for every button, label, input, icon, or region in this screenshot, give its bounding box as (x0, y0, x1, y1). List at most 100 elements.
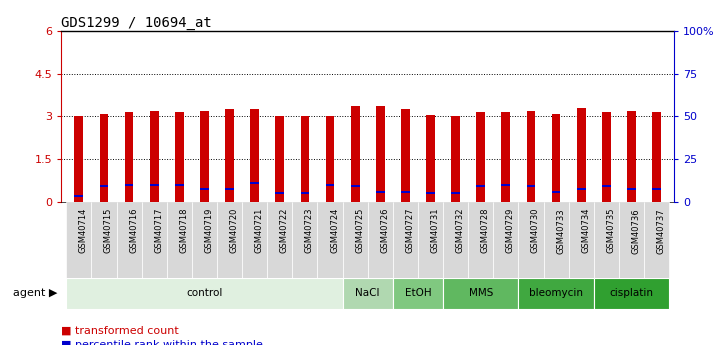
Bar (167, 202, 192, 278)
Text: GSM40729: GSM40729 (506, 208, 515, 253)
Text: GSM40720: GSM40720 (229, 208, 239, 253)
Text: GSM40717: GSM40717 (154, 208, 163, 253)
Bar (569, 202, 594, 278)
Text: GSM40725: GSM40725 (355, 208, 364, 253)
Bar (242, 202, 267, 278)
Text: GSM40718: GSM40718 (180, 208, 188, 253)
Bar (200, 188, 209, 190)
Bar (326, 117, 335, 202)
Bar (426, 192, 435, 194)
Text: GSM40733: GSM40733 (556, 208, 565, 254)
Text: GSM40731: GSM40731 (430, 208, 440, 253)
Text: MMS: MMS (469, 288, 493, 298)
Text: ■ percentile rank within the sample: ■ percentile rank within the sample (61, 340, 263, 345)
Text: EtOH: EtOH (404, 288, 431, 298)
Bar (350, 185, 360, 187)
Text: ■ transformed count: ■ transformed count (61, 326, 179, 336)
Bar (275, 192, 284, 194)
Bar (275, 117, 284, 202)
Bar (552, 114, 560, 202)
Bar (192, 202, 217, 278)
Bar (451, 192, 460, 194)
Bar (393, 278, 443, 309)
Bar (175, 112, 184, 202)
Bar (594, 202, 619, 278)
Bar (518, 278, 594, 309)
Bar (74, 117, 83, 202)
Text: GSM40719: GSM40719 (205, 208, 213, 253)
Text: GSM40728: GSM40728 (481, 208, 490, 253)
Bar (376, 107, 385, 202)
Bar (225, 188, 234, 190)
Bar (217, 202, 242, 278)
Text: GSM40734: GSM40734 (581, 208, 590, 253)
Bar (418, 202, 443, 278)
Bar (602, 112, 611, 202)
Bar (401, 109, 410, 202)
Bar (66, 278, 342, 309)
Bar (594, 278, 669, 309)
Text: GSM40714: GSM40714 (79, 208, 88, 253)
Bar (350, 107, 360, 202)
Bar (627, 111, 636, 202)
Bar (401, 191, 410, 193)
Bar (502, 184, 510, 186)
Text: GSM40735: GSM40735 (606, 208, 615, 253)
Bar (526, 111, 536, 202)
Text: GSM40730: GSM40730 (531, 208, 540, 253)
Bar (644, 202, 669, 278)
Bar (393, 202, 418, 278)
Bar (99, 185, 108, 187)
Bar (518, 202, 544, 278)
Text: bleomycin: bleomycin (529, 288, 583, 298)
Bar (326, 184, 335, 186)
Bar (451, 117, 460, 202)
Bar (317, 202, 342, 278)
Bar (175, 184, 184, 186)
Bar (602, 185, 611, 187)
Bar (292, 202, 317, 278)
Bar (368, 202, 393, 278)
Bar (619, 202, 644, 278)
Text: GSM40721: GSM40721 (255, 208, 264, 253)
Bar (526, 185, 536, 187)
Text: GSM40722: GSM40722 (280, 208, 289, 253)
Bar (477, 112, 485, 202)
Bar (301, 192, 309, 194)
Text: GDS1299 / 10694_at: GDS1299 / 10694_at (61, 16, 212, 30)
Text: GSM40727: GSM40727 (405, 208, 415, 253)
Bar (66, 202, 92, 278)
Bar (443, 278, 518, 309)
Bar (125, 112, 133, 202)
Bar (477, 185, 485, 187)
Text: GSM40724: GSM40724 (330, 208, 339, 253)
Text: GSM40715: GSM40715 (104, 208, 113, 253)
Bar (577, 108, 585, 202)
Bar (141, 202, 167, 278)
Text: GSM40726: GSM40726 (380, 208, 389, 253)
Bar (342, 278, 393, 309)
Bar (150, 111, 159, 202)
Bar (225, 109, 234, 202)
Bar (99, 114, 108, 202)
Bar (653, 188, 661, 190)
Bar (468, 202, 493, 278)
Bar (653, 112, 661, 202)
Bar (74, 195, 83, 197)
Bar (92, 202, 117, 278)
Text: agent ▶: agent ▶ (13, 288, 58, 298)
Text: GSM40732: GSM40732 (456, 208, 464, 253)
Text: control: control (186, 288, 223, 298)
Bar (502, 112, 510, 202)
Bar (443, 202, 468, 278)
Bar (552, 191, 560, 193)
Bar (577, 188, 585, 190)
Text: NaCl: NaCl (355, 288, 380, 298)
Text: GSM40737: GSM40737 (657, 208, 665, 254)
Bar (342, 202, 368, 278)
Text: GSM40736: GSM40736 (632, 208, 640, 254)
Bar (301, 117, 309, 202)
Text: GSM40723: GSM40723 (305, 208, 314, 253)
Bar (200, 111, 209, 202)
Bar (125, 184, 133, 186)
